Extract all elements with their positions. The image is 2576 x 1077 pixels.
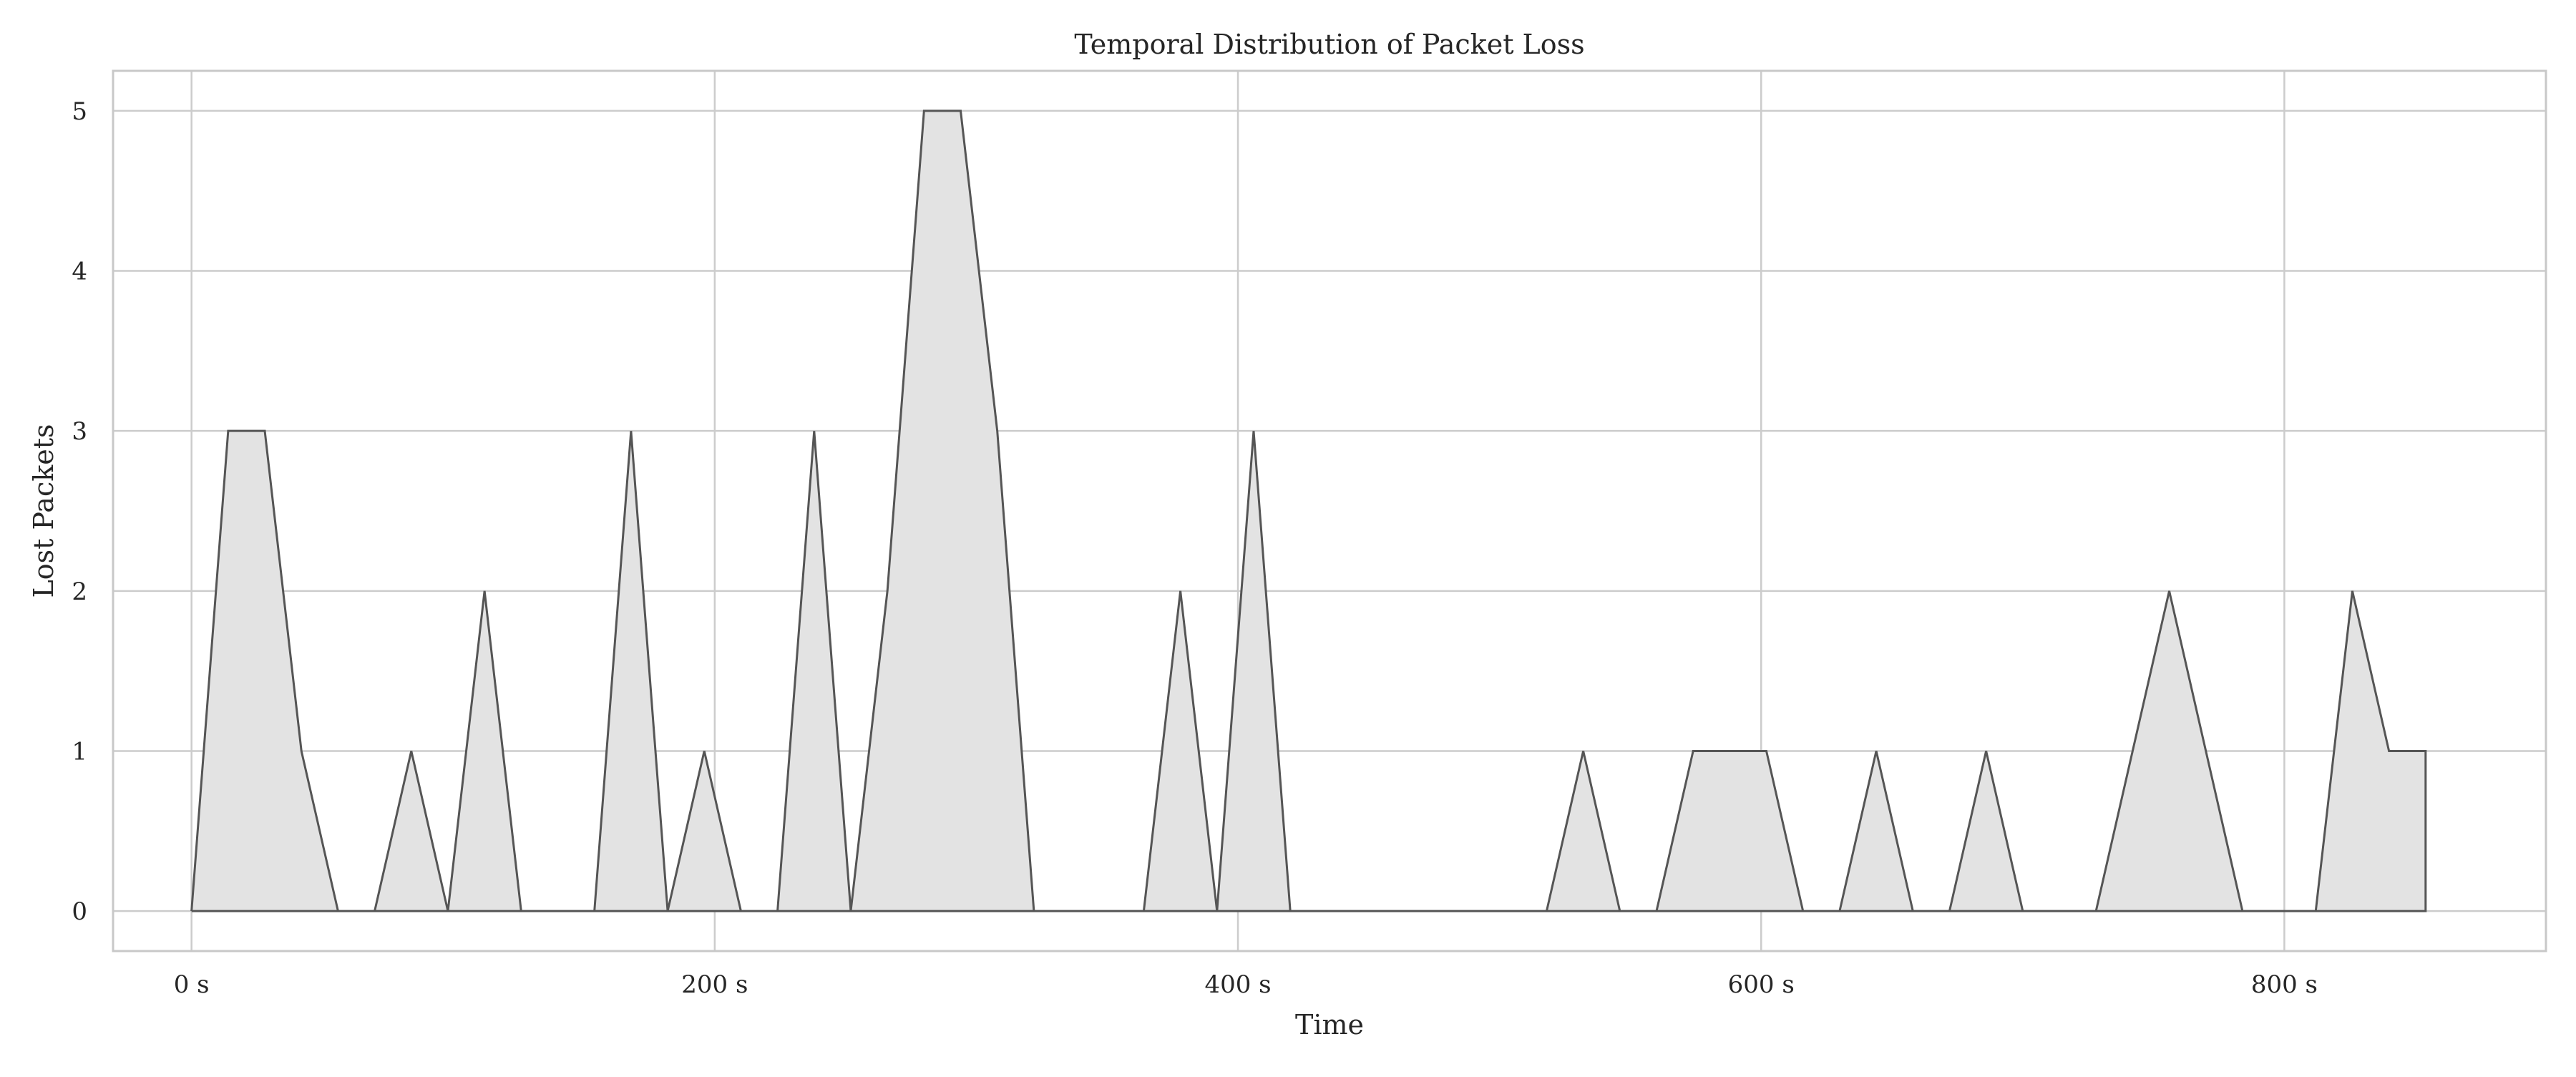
chart-title: Temporal Distribution of Packet Loss	[1074, 29, 1584, 60]
x-tick-label: 600 s	[1728, 970, 1795, 999]
y-tick-label: 2	[72, 578, 87, 606]
series-line	[192, 111, 2426, 911]
x-tick-labels: 0 s 200 s 400 s 600 s 800 s	[174, 970, 2318, 999]
series-area	[192, 111, 2426, 911]
series-lines	[192, 111, 2426, 911]
x-axis-label: Time	[1295, 1009, 1364, 1041]
y-tick-labels: 0 1 2 3 4 5	[72, 97, 87, 926]
y-tick-label: 1	[72, 737, 87, 766]
y-tick-label: 3	[72, 417, 87, 446]
y-tick-label: 4	[72, 258, 87, 286]
y-axis-label: Lost Packets	[28, 424, 59, 598]
x-tick-label: 0 s	[174, 970, 210, 999]
y-tick-label: 5	[72, 97, 87, 126]
plot-area	[192, 111, 2426, 911]
x-tick-label: 400 s	[1204, 970, 1271, 999]
x-tick-label: 800 s	[2251, 970, 2318, 999]
x-tick-label: 200 s	[681, 970, 748, 999]
y-tick-label: 0	[72, 897, 87, 926]
